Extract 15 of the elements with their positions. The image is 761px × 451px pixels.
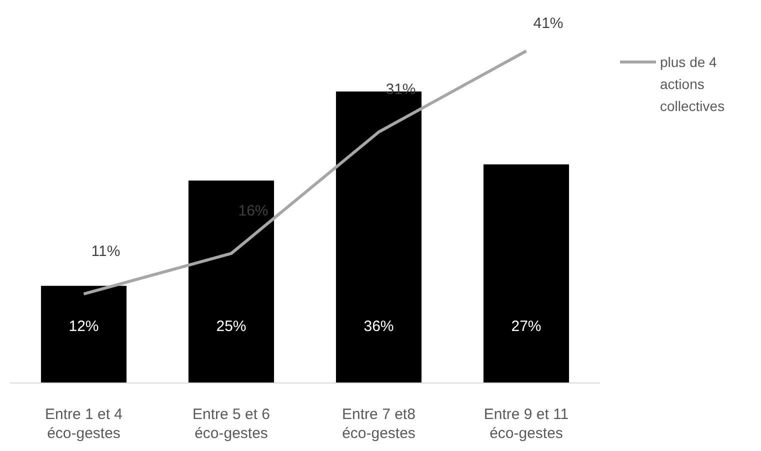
data-label: 27% bbox=[511, 318, 542, 335]
data-label: 16% bbox=[238, 202, 268, 220]
data-label: 41% bbox=[533, 15, 564, 32]
x-tick-label: Entre 7 et8 éco-gestes bbox=[342, 406, 416, 442]
bar bbox=[40, 286, 127, 383]
bar bbox=[188, 180, 274, 383]
legend-label: plus de 4 actions collectives bbox=[660, 54, 725, 114]
data-label: 25% bbox=[216, 318, 246, 335]
bar bbox=[483, 164, 570, 383]
x-tick-label: Entre 9 et 11 éco-gestes bbox=[484, 406, 569, 442]
x-tick-label: Entre 1 et 4 éco-gestes bbox=[44, 406, 123, 442]
data-label: 11% bbox=[91, 242, 120, 260]
data-label: 36% bbox=[364, 318, 394, 335]
data-label: 12% bbox=[68, 318, 99, 335]
x-tick-label: Entre 5 et 6 éco-gestes bbox=[192, 406, 270, 442]
